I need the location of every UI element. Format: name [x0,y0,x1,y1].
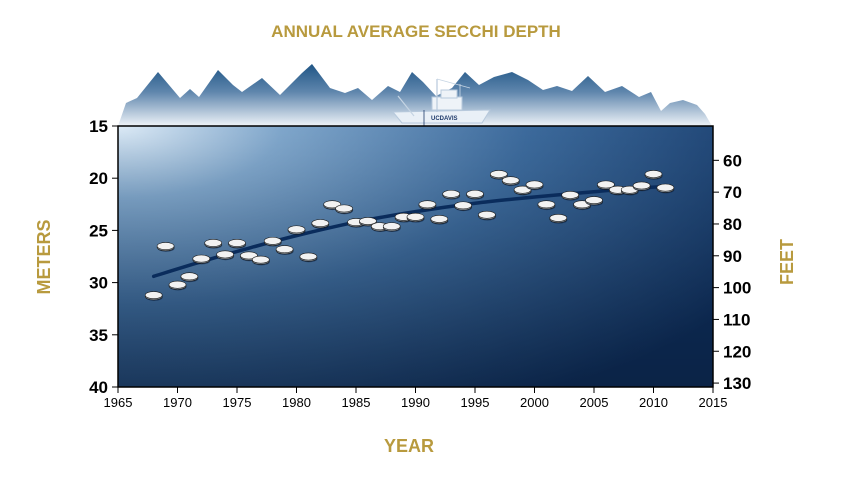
data-point-1993 [442,189,461,200]
data-point-1998 [501,176,520,187]
data-point-1982 [311,219,330,229]
y-right-tick-label-90: 90 [723,247,742,266]
y-left-tick-label-40: 40 [89,378,108,397]
y-left-tick-label-30: 30 [89,274,108,293]
data-point-1992 [430,215,449,225]
x-tick-label-1965: 1965 [104,395,133,410]
data-point-2006 [597,180,615,191]
boat-rigging [436,78,471,89]
data-points-layer [144,170,675,301]
data-point-1978 [263,236,282,247]
x-tick-label-1990: 1990 [401,395,430,410]
data-point-2003 [561,191,580,201]
x-tick-label-1985: 1985 [342,395,371,410]
x-tick-label-2005: 2005 [580,395,609,410]
y-left-tick-label-20: 20 [89,169,108,188]
data-point-2000 [525,180,544,191]
y-left-tick-label-25: 25 [89,221,108,240]
y-axis-right-title: FEET [777,239,797,285]
data-point-2001 [537,200,556,211]
data-point-1977 [251,255,270,266]
x-axis-title: YEAR [384,436,434,456]
data-point-1995 [466,189,484,200]
data-point-1999 [513,185,532,196]
y-right-tick-label-100: 100 [723,279,751,298]
boat-label: UCDAVIS [431,116,458,122]
data-point-2008 [620,185,639,196]
data-point-1991 [418,200,437,211]
x-tick-label-1970: 1970 [163,395,192,410]
data-point-1981 [299,252,318,263]
data-point-1975 [228,239,246,249]
x-tick-label-2000: 2000 [520,395,549,410]
data-point-2011 [656,183,675,194]
y-right-tick-label-130: 130 [723,374,751,393]
boat-bridge [440,89,458,99]
boat-hull [391,109,491,124]
data-point-1994 [454,201,473,212]
data-point-2009 [632,181,651,192]
data-point-1979 [275,245,294,255]
x-tick-label-1975: 1975 [223,395,252,410]
data-point-1988 [382,222,401,233]
data-point-1984 [335,204,354,215]
trend-line-layer [151,184,668,279]
x-tick-label-1980: 1980 [282,395,311,410]
data-point-2002 [549,213,568,224]
chart-title: ANNUAL AVERAGE SECCHI DEPTH [271,22,561,41]
data-point-1968 [144,291,163,301]
data-point-1980 [287,225,306,236]
x-tick-label-2015: 2015 [699,395,728,410]
data-point-1996 [478,210,496,221]
research-boat-illustration: UCDAVIS [391,78,491,126]
y-left-tick-label-35: 35 [89,326,108,345]
axes: 1965 1970 1975 1980 1985 1990 1995 2000 2005 2010… [89,117,751,410]
boat-boom [397,95,415,117]
data-point-1972 [192,254,211,265]
data-point-2004 [573,200,592,211]
trend-line [151,184,668,279]
x-tick-label-2010: 2010 [639,395,668,410]
mountain-horizon-decoration [118,64,712,126]
data-point-2005 [585,196,603,206]
x-tick-label-1995: 1995 [461,395,490,410]
y-axis-left-title: METERS [34,219,54,294]
y-right-tick-label-110: 110 [723,310,750,329]
data-point-1974 [216,250,235,261]
y-left-tick-label-15: 15 [89,117,108,136]
y-right-tick-label-70: 70 [723,183,742,202]
y-right-tick-label-120: 120 [723,342,751,361]
y-right-tick-label-60: 60 [723,151,742,170]
data-point-1973 [204,239,223,249]
data-point-1971 [180,272,199,283]
data-point-1969 [156,242,175,252]
data-point-1970 [168,280,187,291]
data-point-2010 [644,170,663,180]
y-right-tick-label-80: 80 [723,215,742,234]
data-point-1990 [406,212,425,223]
